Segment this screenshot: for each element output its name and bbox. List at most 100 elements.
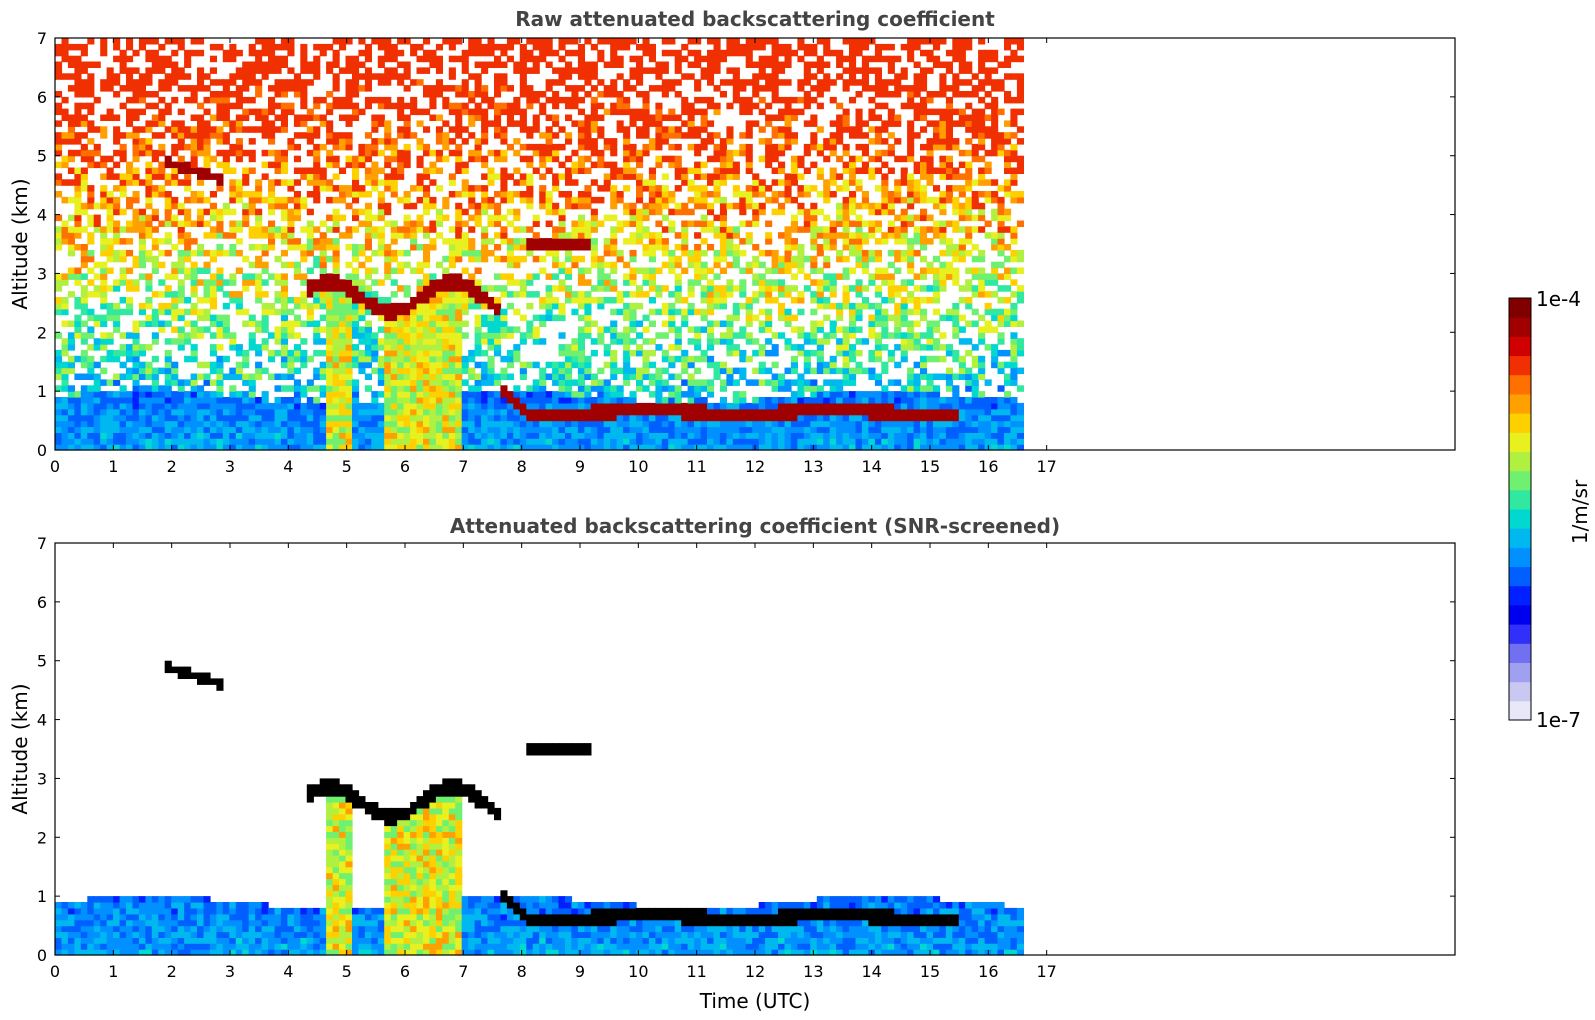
- heatmap-cell: [481, 320, 489, 327]
- heatmap-cell: [603, 344, 611, 351]
- heatmap-cell: [681, 179, 689, 186]
- heatmap-cell: [145, 367, 153, 375]
- heatmap-cell: [423, 302, 431, 310]
- heatmap-cell: [126, 55, 134, 63]
- heatmap-cell: [590, 149, 598, 157]
- heatmap-cell: [778, 191, 786, 198]
- heatmap-cell: [739, 79, 747, 86]
- heatmap-cell: [145, 79, 153, 86]
- heatmap-cell: [339, 43, 347, 51]
- heatmap-cell: [235, 267, 243, 274]
- heatmap-cell: [713, 49, 721, 57]
- heatmap-cell: [435, 444, 443, 451]
- heatmap-cell: [687, 391, 695, 398]
- heatmap-cell: [293, 320, 301, 327]
- heatmap-cell: [732, 73, 740, 80]
- heatmap-cell: [171, 244, 179, 251]
- heatmap-cell: [610, 373, 618, 380]
- heatmap-cell: [390, 379, 398, 386]
- heatmap-cell: [674, 279, 682, 286]
- heatmap-cell: [558, 414, 566, 422]
- heatmap-cell: [661, 402, 669, 410]
- heatmap-cell: [442, 132, 450, 139]
- heatmap-cell: [455, 297, 463, 304]
- heatmap-cell: [668, 155, 676, 163]
- heatmap-cell: [636, 132, 644, 139]
- heatmap-cell: [300, 61, 308, 68]
- heatmap-cell: [177, 379, 185, 386]
- heatmap-cell: [519, 414, 527, 422]
- heatmap-cell: [597, 114, 605, 121]
- heatmap-cell: [481, 291, 489, 298]
- heatmap-cell: [164, 444, 172, 451]
- heatmap-cell: [526, 397, 534, 404]
- heatmap-cell: [326, 373, 334, 380]
- heatmap-cell: [707, 308, 715, 316]
- heatmap-cell: [326, 438, 334, 445]
- heatmap-cell: [184, 85, 192, 92]
- heatmap-cell: [700, 291, 708, 298]
- heatmap-cell: [474, 332, 482, 339]
- heatmap-cell: [268, 96, 276, 104]
- heatmap-cell: [474, 414, 482, 422]
- heatmap-cell: [184, 332, 192, 339]
- heatmap-cell: [429, 61, 437, 68]
- heatmap-cell: [416, 414, 424, 422]
- heatmap-cell: [429, 420, 437, 428]
- heatmap-cell: [61, 361, 69, 369]
- heatmap-cell: [732, 232, 740, 239]
- heatmap-cell: [526, 361, 534, 369]
- heatmap-cell: [532, 444, 540, 451]
- heatmap-cell: [513, 191, 521, 198]
- heatmap-cell: [694, 232, 702, 239]
- heatmap-cell: [603, 385, 611, 392]
- heatmap-cell: [661, 320, 669, 327]
- heatmap-cell: [216, 179, 224, 186]
- heatmap-cell: [552, 397, 560, 404]
- heatmap-cell: [539, 297, 547, 304]
- heatmap-cell: [345, 102, 353, 110]
- heatmap-cell: [687, 208, 695, 216]
- heatmap-cell: [539, 302, 547, 310]
- heatmap-cell: [93, 161, 101, 169]
- heatmap-cell: [636, 185, 644, 192]
- heatmap-cell: [732, 285, 740, 292]
- heatmap-cell: [319, 402, 327, 410]
- heatmap-cell: [655, 143, 663, 151]
- heatmap-cell: [55, 308, 63, 316]
- heatmap-cell: [778, 414, 786, 422]
- heatmap-cell: [164, 208, 172, 216]
- heatmap-cell: [597, 326, 605, 333]
- heatmap-cell: [526, 38, 534, 45]
- heatmap-cell: [597, 402, 605, 410]
- heatmap-cell: [151, 38, 159, 45]
- heatmap-cell: [319, 179, 327, 186]
- heatmap-cell: [500, 167, 508, 174]
- heatmap-cell: [222, 208, 230, 216]
- heatmap-cell: [229, 244, 237, 251]
- heatmap-cell: [713, 361, 721, 369]
- heatmap-cell: [494, 391, 502, 398]
- heatmap-cell: [410, 344, 418, 351]
- heatmap-cell: [455, 402, 463, 410]
- heatmap-cell: [67, 391, 75, 398]
- heatmap-cell: [732, 161, 740, 169]
- heatmap-cell: [655, 102, 663, 110]
- heatmap-cell: [235, 302, 243, 310]
- heatmap-cell: [448, 191, 456, 198]
- heatmap-cell: [113, 73, 121, 80]
- heatmap-cell: [67, 273, 75, 280]
- heatmap-cell: [300, 249, 308, 257]
- heatmap-cell: [487, 432, 495, 439]
- heatmap-cell: [687, 420, 695, 428]
- heatmap-cell: [93, 444, 101, 451]
- heatmap-cell: [151, 61, 159, 68]
- heatmap-cell: [694, 38, 702, 45]
- heatmap-cell: [442, 397, 450, 404]
- heatmap-cell: [532, 43, 540, 51]
- heatmap-cell: [494, 314, 502, 322]
- heatmap-cell: [410, 220, 418, 227]
- heatmap-cell: [229, 220, 237, 227]
- heatmap-cell: [661, 155, 669, 163]
- heatmap-cell: [410, 379, 418, 386]
